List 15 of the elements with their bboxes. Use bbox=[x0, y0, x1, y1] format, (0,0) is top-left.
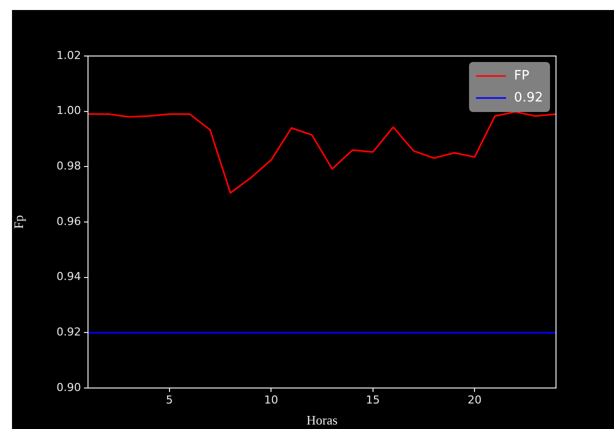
y-tick-label: 1.02 bbox=[56, 48, 81, 62]
y-tick-label: 0.92 bbox=[56, 326, 81, 339]
legend-label: FP bbox=[514, 68, 530, 84]
y-axis-title: Fp bbox=[11, 215, 26, 229]
y-tick-label: 0.90 bbox=[56, 380, 81, 394]
x-tick-label: 20 bbox=[468, 393, 482, 406]
y-tick-label: 0.98 bbox=[56, 160, 81, 173]
legend-label: 0.92 bbox=[514, 90, 544, 106]
x-axis-title: Horas bbox=[306, 412, 338, 428]
x-tick-label: 10 bbox=[264, 393, 278, 406]
y-tick-label: 0.96 bbox=[56, 214, 81, 228]
y-tick-label: 1.00 bbox=[56, 104, 81, 118]
x-tick-label: 15 bbox=[366, 393, 380, 406]
y-tick-label: 0.94 bbox=[56, 270, 81, 284]
x-tick-label: 5 bbox=[166, 393, 173, 406]
